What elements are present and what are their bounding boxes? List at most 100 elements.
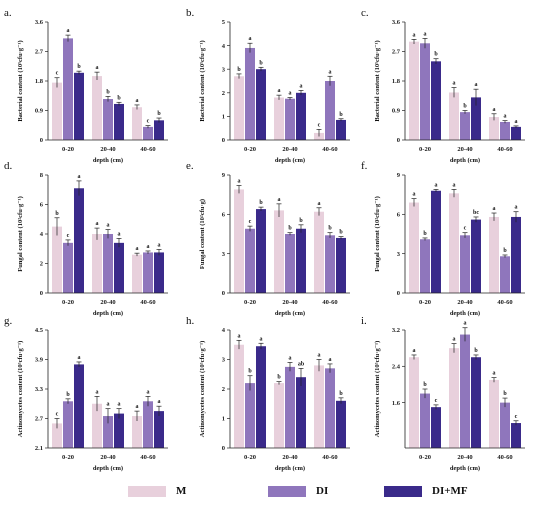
significance-label: a: [78, 355, 81, 361]
x-tick-label: 40-60: [322, 454, 337, 461]
bar: [336, 237, 346, 293]
y-tick-label: 2.7: [35, 49, 44, 56]
bar: [92, 234, 102, 293]
legend: M DI DI+MF: [0, 478, 550, 508]
bar: [471, 97, 481, 140]
panel-h: h. 0 1 2 3 4 Actinomycetes content (10⁵cfu·g⁻¹…: [186, 315, 350, 472]
bar: [103, 234, 113, 293]
significance-label: b: [339, 230, 343, 236]
y-tick-label: 2: [40, 261, 43, 268]
x-axis-label: depth (cm): [450, 465, 480, 472]
bar: [74, 72, 84, 140]
significance-label: a: [453, 182, 456, 188]
y-tick-label: 3.6: [35, 19, 44, 26]
significance-label: b: [77, 64, 81, 70]
y-axis-label: Actinomycetes content (10⁵cfu·g⁻¹): [17, 341, 24, 438]
panel-letter: b.: [186, 7, 195, 19]
x-tick-label: 40-60: [322, 146, 337, 153]
x-tick-label: 0-20: [419, 146, 431, 153]
y-tick-label: 2.7: [392, 49, 401, 56]
significance-label: a: [329, 69, 332, 75]
bar: [500, 121, 510, 140]
y-tick-label: 0.9: [392, 108, 401, 115]
bar: [449, 92, 459, 140]
y-tick-label: 0: [397, 290, 400, 297]
bar: [489, 117, 499, 140]
x-tick-label: 20-40: [100, 146, 115, 153]
significance-label: a: [493, 107, 496, 113]
significance-label: c: [464, 226, 467, 232]
significance-label: b: [423, 231, 427, 237]
x-tick-label: 20-40: [282, 146, 297, 153]
y-tick-label: 3.9: [35, 357, 44, 364]
bar: [114, 413, 124, 448]
y-tick-label: 4: [222, 327, 226, 334]
significance-label: a: [464, 321, 467, 327]
legend-item-m: M: [128, 484, 186, 498]
y-tick-label: 4.5: [35, 327, 44, 334]
significance-label: a: [300, 83, 303, 89]
significance-label: c: [435, 398, 438, 404]
significance-label: a: [107, 223, 110, 229]
y-tick-label: 6: [40, 202, 44, 209]
significance-label: a: [413, 32, 416, 38]
bar: [296, 92, 306, 140]
bar: [63, 401, 73, 448]
significance-label: a: [515, 119, 518, 125]
y-tick-label: 0: [222, 137, 225, 144]
panel-letter: g.: [4, 315, 13, 327]
bar: [325, 368, 335, 448]
significance-label: a: [96, 65, 99, 71]
significance-label: a: [424, 31, 427, 37]
significance-label: b: [503, 391, 507, 397]
significance-label: a: [289, 355, 292, 361]
bar: [500, 256, 510, 293]
y-tick-label: 4: [222, 43, 226, 50]
significance-label: a: [136, 404, 139, 410]
panel-letter: i.: [361, 315, 367, 327]
bar: [234, 344, 244, 448]
y-tick-label: 3: [397, 251, 401, 258]
bar: [154, 252, 164, 293]
bar: [296, 377, 306, 448]
significance-label: a: [107, 402, 110, 408]
x-tick-label: 20-40: [457, 299, 472, 306]
x-axis-label: depth (cm): [275, 310, 305, 317]
legend-swatch-di-mf: [384, 485, 422, 497]
significance-label: b: [299, 218, 303, 224]
legend-swatch-m: [128, 485, 166, 497]
significance-label: a: [413, 192, 416, 198]
y-tick-label: 3: [222, 66, 226, 73]
y-tick-label: 0.9: [35, 108, 44, 115]
x-tick-label: 0-20: [62, 454, 74, 461]
y-axis-label: Bacterial content (10⁵cfu·g⁻¹): [17, 40, 24, 121]
bar: [132, 107, 142, 140]
bar: [431, 407, 441, 448]
bar: [449, 348, 459, 448]
bar: [460, 112, 470, 140]
significance-label: a: [278, 197, 281, 203]
y-axis-label: Actinomycetes content (10⁵cfu·g⁻¹): [374, 341, 381, 438]
y-axis-label: Fungal content (10²cfu·g⁻¹): [374, 196, 381, 272]
bar: [256, 346, 266, 448]
y-axis-label: Fungal content (10²cfu·g⁻¹): [17, 196, 24, 272]
y-tick-label: 0: [40, 290, 43, 297]
bar: [74, 364, 84, 448]
significance-label: a: [329, 357, 332, 363]
y-tick-label: 3.3: [35, 386, 44, 393]
y-tick-label: 1.8: [392, 78, 401, 85]
bar: [103, 99, 113, 140]
bar: [336, 400, 346, 448]
x-tick-label: 20-40: [457, 146, 472, 153]
panel-i: i. 1.6 2.4 3.2 Actinomycetes content (10⁵cfu…: [361, 315, 525, 472]
bar: [103, 416, 113, 448]
figure: a. 0 0.9 1.8 2.7 3.6 Bacterial content (10⁵cfu…: [4, 7, 525, 472]
bar: [256, 69, 266, 140]
panel-g: g. 2.1 2.7 3.3 3.9 4.5 Actinomycetes content (…: [4, 315, 168, 472]
y-tick-label: 1.8: [35, 78, 44, 85]
bar: [114, 103, 124, 140]
bar: [420, 43, 430, 140]
y-tick-label: 0: [222, 290, 225, 297]
x-tick-label: 40-60: [140, 146, 155, 153]
significance-label: b: [55, 211, 59, 217]
